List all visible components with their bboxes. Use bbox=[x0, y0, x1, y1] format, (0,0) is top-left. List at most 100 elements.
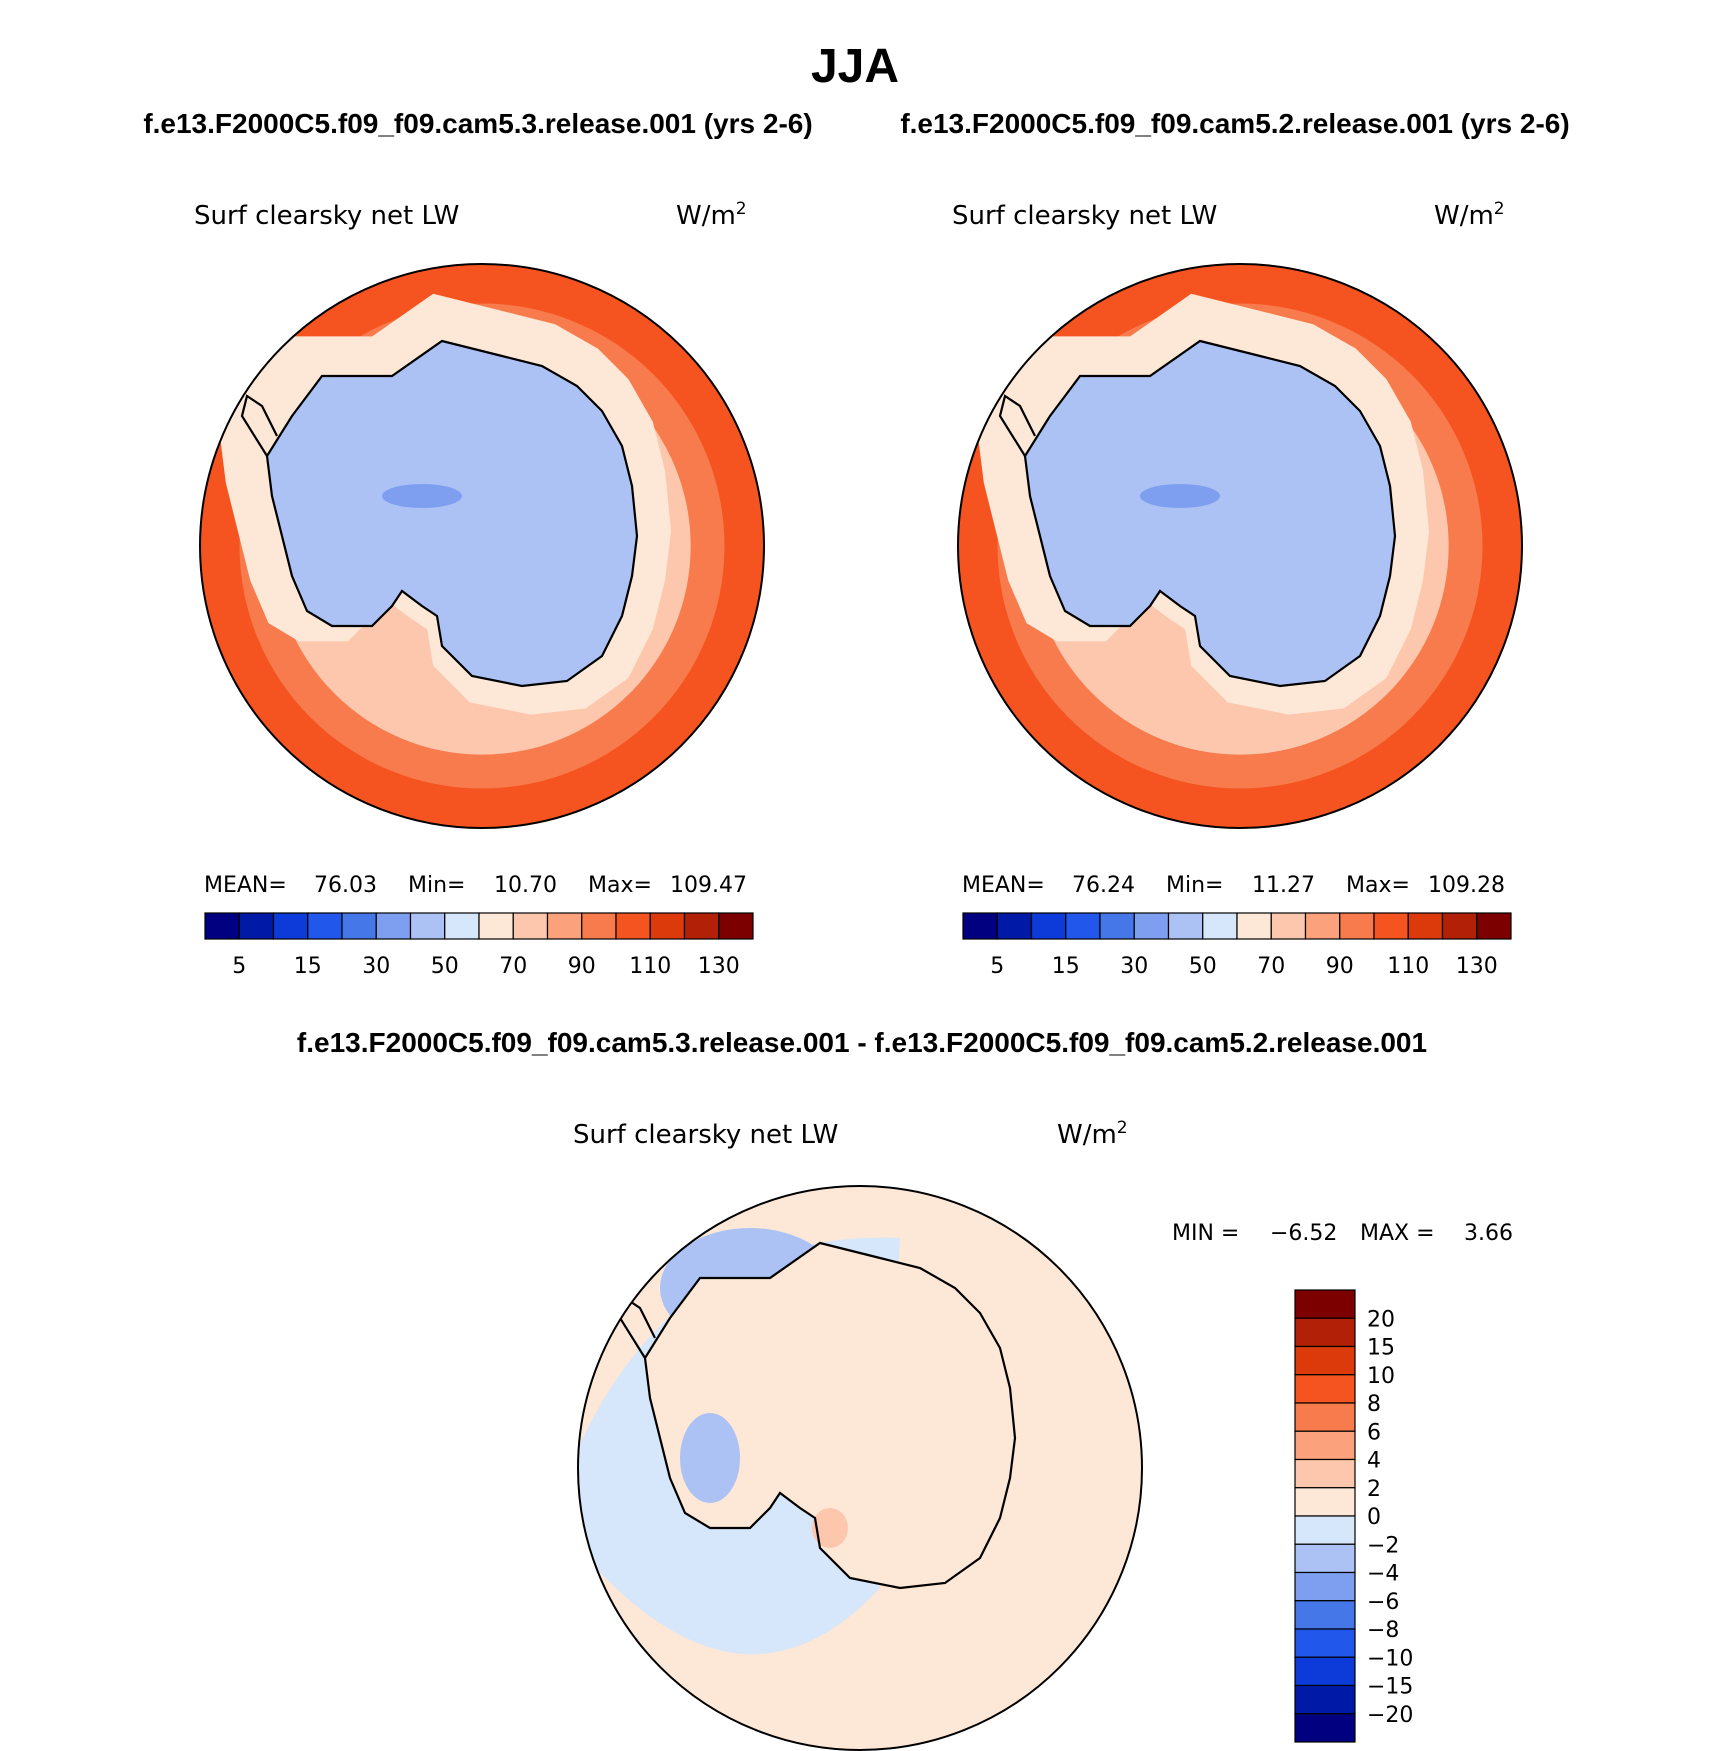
panel3-variable: Surf clearsky net LW bbox=[573, 1120, 838, 1150]
panel1-colorbar-tick-3: 50 bbox=[431, 954, 459, 979]
panel3-colorbar-box-10 bbox=[1294, 1571, 1356, 1602]
panel2-colorbar-box-15 bbox=[1476, 912, 1512, 940]
panel3-colorbar-box-7 bbox=[1294, 1487, 1356, 1517]
panel3-colorbar-tick-3: 8 bbox=[1367, 1392, 1381, 1417]
diff-header: f.e13.F2000C5.f09_f09.cam5.3.release.001… bbox=[297, 1027, 1427, 1058]
panel2-colorbar-box-11 bbox=[1339, 912, 1375, 940]
panel2-map-peninsula bbox=[998, 394, 1036, 457]
panel3-colorbar-tick-2: 10 bbox=[1367, 1364, 1395, 1389]
panel1-colorbar-box-1 bbox=[238, 912, 275, 940]
panel3-colorbar-box-6 bbox=[1294, 1458, 1356, 1489]
panel3: Surf clearsky net LW W/m2 MIN = −6.52 MA… bbox=[573, 1118, 1513, 1751]
panel3-colorbar-box-13 bbox=[1294, 1656, 1356, 1687]
panel3-colorbar-box-4 bbox=[1294, 1402, 1356, 1432]
panel1-colorbar-tick-1: 15 bbox=[294, 954, 322, 979]
panel3-min-value: −6.52 bbox=[1270, 1221, 1337, 1246]
panel2-min-label: Min= bbox=[1166, 873, 1223, 898]
panel2-colorbar-box-8 bbox=[1236, 912, 1272, 940]
panel3-colorbar-tick-6: 2 bbox=[1367, 1477, 1381, 1502]
panel1-map-ice-core-east bbox=[512, 486, 612, 626]
panel2-variable: Surf clearsky net LW bbox=[952, 201, 1217, 231]
panel3-colorbar-tick-11: −8 bbox=[1367, 1618, 1399, 1643]
panel2-colorbar-box-5 bbox=[1133, 912, 1170, 940]
panel2-colorbar-tick-4: 70 bbox=[1257, 954, 1285, 979]
panel1-stats: MEAN= 76.03 Min= 10.70 Max= 109.47 bbox=[204, 873, 747, 898]
panel2-colorbar-tick-5: 90 bbox=[1326, 954, 1354, 979]
panel3-colorbar-box-1 bbox=[1294, 1317, 1356, 1348]
panel1-map-peninsula bbox=[240, 394, 278, 457]
panel2-colorbar-box-0 bbox=[962, 912, 998, 940]
panel1-map-border bbox=[199, 263, 765, 829]
panel1-colorbar-box-7 bbox=[444, 912, 480, 940]
panel2-colorbar-tick-3: 50 bbox=[1189, 954, 1217, 979]
panel1-colorbar-box-11 bbox=[581, 912, 617, 940]
panel3-colorbar-box-15 bbox=[1294, 1713, 1356, 1743]
panel1-colorbar-tick-4: 70 bbox=[499, 954, 527, 979]
panel1-colorbar-tick-2: 30 bbox=[362, 954, 390, 979]
panel1-colorbar-box-12 bbox=[615, 912, 651, 940]
panel1-mean-value: 76.03 bbox=[314, 873, 377, 898]
panel1-colorbar-tick-6: 110 bbox=[629, 954, 671, 979]
panel2-colorbar-box-1 bbox=[996, 912, 1033, 940]
panel2-mean-value: 76.24 bbox=[1072, 873, 1135, 898]
panel1-mean-label: MEAN= bbox=[204, 873, 287, 898]
panel2-colorbar-box-2 bbox=[1030, 912, 1067, 940]
panel2-colorbar-box-3 bbox=[1065, 912, 1101, 940]
panel3-stats: MIN = −6.52 MAX = 3.66 bbox=[1172, 1221, 1513, 1246]
panel3-colorbar-tick-7: 0 bbox=[1367, 1505, 1381, 1530]
panel1-max-label: Max= bbox=[588, 873, 652, 898]
panel1-colorbar-box-5 bbox=[375, 912, 412, 940]
panel1-colorbar: 5 15 30 50 70 90 110 130 bbox=[204, 912, 754, 979]
panel2-units: W/m2 bbox=[1434, 199, 1505, 231]
panel2-colorbar-tick-7: 130 bbox=[1456, 954, 1498, 979]
panel1-colorbar-box-6 bbox=[409, 912, 446, 940]
panel1-map-coastline bbox=[265, 339, 639, 688]
panel3-map-border bbox=[577, 1185, 1143, 1751]
panel2-map-ice-min bbox=[1140, 484, 1220, 508]
panel2-colorbar-tick-1: 15 bbox=[1052, 954, 1080, 979]
panel3-colorbar-tick-9: −4 bbox=[1367, 1562, 1399, 1587]
panel1-colorbar-box-4 bbox=[341, 912, 377, 940]
panel1-colorbar-tick-0: 5 bbox=[232, 954, 246, 979]
main-title: JJA bbox=[811, 40, 899, 93]
panel1-colorbar-box-13 bbox=[649, 912, 686, 940]
panel1-header: f.e13.F2000C5.f09_f09.cam5.3.release.001… bbox=[143, 108, 812, 139]
panel3-colorbar-tick-8: −2 bbox=[1367, 1533, 1399, 1558]
panel1-colorbar-tick-5: 90 bbox=[568, 954, 596, 979]
panel1-colorbar-box-14 bbox=[683, 912, 720, 940]
panel3-colorbar-tick-13: −15 bbox=[1367, 1675, 1413, 1700]
panel3-colorbar-tick-12: −10 bbox=[1367, 1646, 1413, 1671]
panel3-colorbar-box-11 bbox=[1294, 1600, 1356, 1630]
panel3-colorbar-box-5 bbox=[1294, 1430, 1356, 1461]
panel1-colorbar-tick-7: 130 bbox=[698, 954, 740, 979]
panel1-map bbox=[200, 264, 764, 828]
panel3-map bbox=[578, 1186, 1142, 1750]
panel1-map-ice-min bbox=[382, 484, 462, 508]
panel3-min-label: MIN = bbox=[1172, 1221, 1239, 1246]
panel1-colorbar-box-0 bbox=[204, 912, 240, 940]
panel2-map-ice-core-east bbox=[1270, 486, 1370, 626]
panel2-colorbar-box-6 bbox=[1167, 912, 1204, 940]
panel2-colorbar-box-12 bbox=[1373, 912, 1409, 940]
panel2-colorbar-tick-6: 110 bbox=[1387, 954, 1429, 979]
panel3-colorbar-tick-5: 4 bbox=[1367, 1449, 1381, 1474]
panel3-map-east-antarctica bbox=[645, 1243, 1015, 1588]
panel3-colorbar-tick-1: 15 bbox=[1367, 1336, 1395, 1361]
panel2-colorbar-box-10 bbox=[1304, 912, 1341, 940]
panel1-colorbar-box-9 bbox=[512, 912, 549, 940]
panel3-map-west-coast bbox=[680, 1413, 740, 1503]
panel1-min-label: Min= bbox=[408, 873, 465, 898]
panel1-units: W/m2 bbox=[676, 199, 747, 231]
panel2-colorbar-box-7 bbox=[1202, 912, 1238, 940]
panel2-max-label: Max= bbox=[1346, 873, 1410, 898]
panel3-colorbar-box-12 bbox=[1294, 1628, 1356, 1658]
panel3-max-label: MAX = bbox=[1360, 1221, 1435, 1246]
panel1-max-value: 109.47 bbox=[670, 873, 747, 898]
panel3-max-value: 3.66 bbox=[1464, 1221, 1513, 1246]
panel2: Surf clearsky net LW W/m2 MEAN= 76.24 Mi… bbox=[952, 199, 1523, 979]
panel2-max-value: 109.28 bbox=[1428, 873, 1505, 898]
panel1-colorbar-box-2 bbox=[272, 912, 309, 940]
panel3-colorbar-box-8 bbox=[1294, 1515, 1356, 1545]
panel1-colorbar-box-15 bbox=[718, 912, 754, 940]
panel3-colorbar-tick-10: −6 bbox=[1367, 1590, 1399, 1615]
